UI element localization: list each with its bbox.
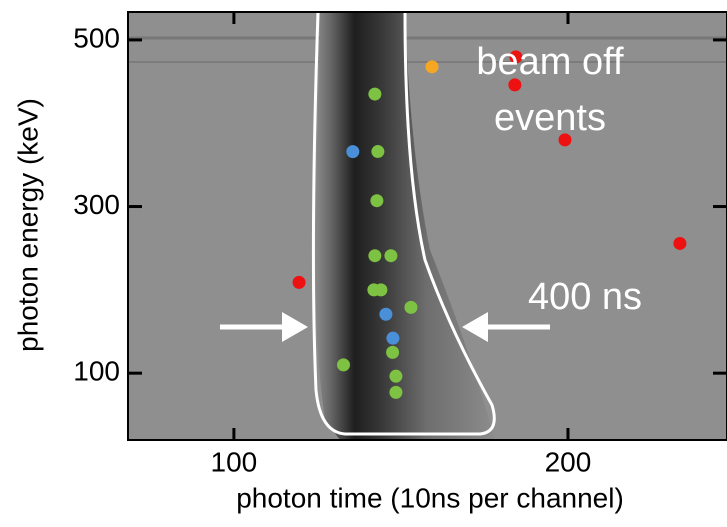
point: [374, 283, 388, 297]
x-tick-label: 100: [211, 446, 258, 477]
point: [389, 369, 403, 383]
point: [370, 194, 384, 208]
x-tick-label: 200: [545, 446, 592, 477]
point: [386, 345, 400, 359]
width-arrows: [220, 312, 550, 342]
annotation: 400 ns: [528, 276, 642, 318]
heatmap-band: [315, 12, 495, 440]
point: [404, 300, 418, 314]
y-axis-title: photon energy (keV): [12, 98, 43, 352]
point: [379, 307, 393, 321]
point: [673, 236, 687, 250]
annotation: events: [494, 97, 606, 139]
y-tick-label: 500: [73, 22, 120, 53]
point: [558, 133, 572, 147]
point: [425, 60, 439, 74]
point: [368, 249, 382, 263]
point: [389, 385, 403, 399]
plot-frame: [127, 11, 727, 441]
window-outline: [311, 11, 496, 436]
point: [508, 78, 522, 92]
y-tick-label: 100: [73, 356, 120, 387]
point: [368, 87, 382, 101]
point: [386, 331, 400, 345]
point: [384, 249, 398, 263]
point: [336, 358, 350, 372]
annotation: beam off: [476, 41, 624, 83]
point: [509, 50, 523, 64]
point: [371, 145, 385, 159]
point: [292, 275, 306, 289]
x-axis-title: photon time (10ns per channel): [236, 482, 624, 513]
y-tick-label: 300: [73, 189, 120, 220]
point: [346, 145, 360, 159]
